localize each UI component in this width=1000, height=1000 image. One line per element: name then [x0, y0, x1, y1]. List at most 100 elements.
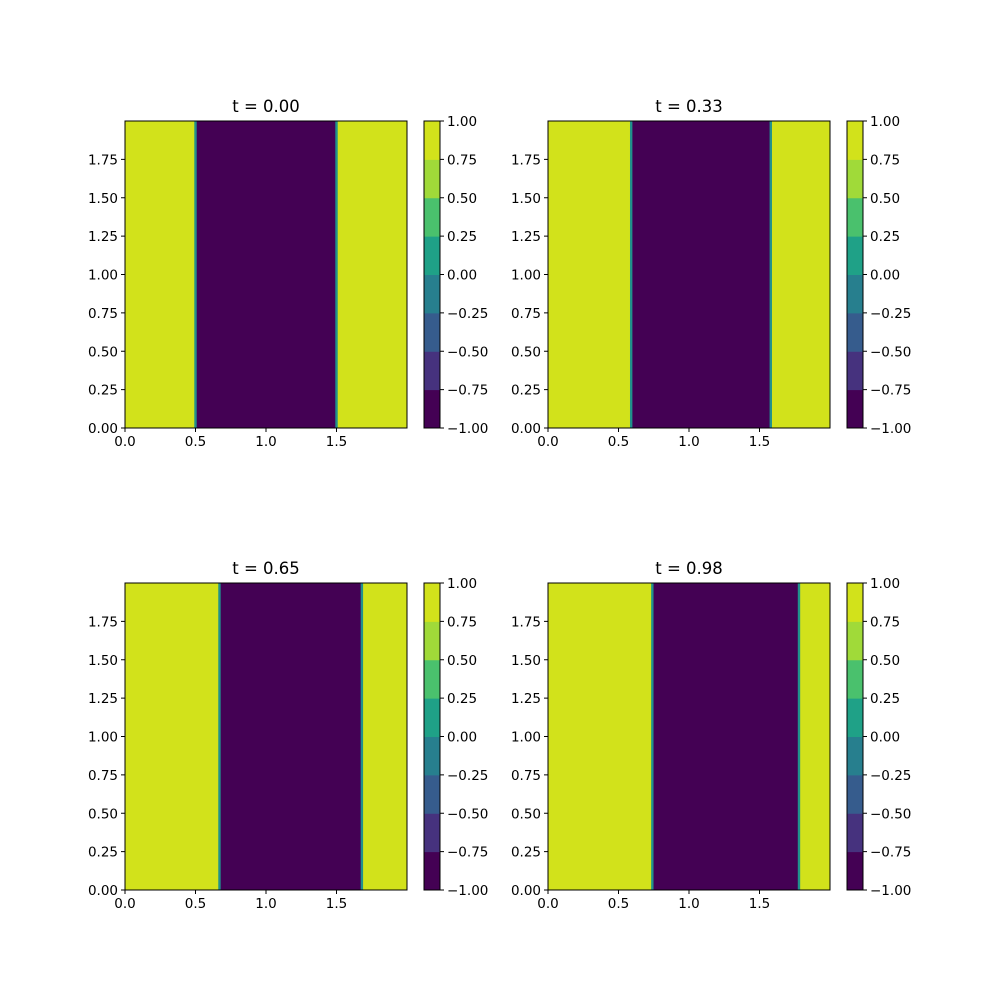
colorbar-tick-label: 0.00: [447, 268, 477, 284]
y-tick-label: 0.00: [511, 421, 541, 437]
colorbar-tick-label: 0.00: [870, 268, 900, 284]
y-tick-label: 0.25: [88, 383, 118, 399]
colorbar-band: [847, 351, 863, 391]
y-tick-label: 1.00: [88, 730, 118, 746]
y-tick-label: 0.50: [511, 344, 541, 360]
colorbar: 1.00 0.75 0.50 0.25 0.00 −0.25 −0.50 −0.75 −1.00: [846, 114, 911, 437]
x-tick-label: 1.0: [255, 896, 276, 912]
colorbar-band: [847, 197, 863, 237]
y-tick-label: 0.25: [511, 383, 541, 399]
y-tick-label: 1.50: [511, 191, 541, 207]
colorbar-tick-label: 0.25: [870, 691, 900, 707]
colorbar-tick-label: −0.50: [870, 806, 911, 822]
colorbar-band: [847, 736, 863, 776]
colorbar-tick-label: 1.00: [447, 576, 477, 592]
colorbar: 1.00 0.75 0.50 0.25 0.00 −0.25 −0.50 −0.75 −1.00: [846, 576, 911, 899]
y-tick-label: 0.00: [88, 421, 118, 437]
contour-region: [652, 583, 799, 890]
y-tick-label: 0.75: [511, 306, 541, 322]
colorbar: 1.00 0.75 0.50 0.25 0.00 −0.25 −0.50 −0.75 −1.00: [423, 576, 488, 899]
colorbar-tick-label: −0.50: [870, 344, 911, 360]
x-tick-label: 0.0: [537, 896, 558, 912]
colorbar-tick-label: −0.25: [870, 306, 911, 322]
interface-band: [769, 121, 772, 428]
colorbar-tick-label: 1.00: [870, 576, 900, 592]
contour-region: [125, 583, 220, 890]
colorbar-band: [847, 274, 863, 314]
colorbar-band: [424, 197, 440, 237]
colorbar-band: [424, 659, 440, 699]
colorbar-tick-label: −1.00: [870, 421, 911, 437]
colorbar-tick-label: 0.25: [870, 229, 900, 245]
colorbar-band: [424, 236, 440, 275]
x-tick-label: 0.5: [185, 896, 206, 912]
colorbar-tick-label: −0.50: [447, 344, 488, 360]
contour-region: [548, 583, 653, 890]
colorbar-tick-label: 0.75: [870, 614, 900, 630]
colorbar-tick-label: 0.50: [870, 191, 900, 207]
colorbar-band: [424, 159, 440, 199]
colorbar-band: [424, 351, 440, 391]
colorbar-band: [424, 621, 440, 661]
colorbar-tick-label: −1.00: [447, 421, 488, 437]
interface-band: [194, 121, 197, 428]
colorbar-band: [424, 312, 440, 352]
interface-band: [335, 121, 338, 428]
x-tick-label: 1.5: [749, 434, 770, 450]
colorbar-tick-label: 0.75: [447, 614, 477, 630]
colorbar-tick-label: 0.50: [870, 653, 900, 669]
colorbar-band: [847, 774, 863, 814]
panel-1: 0.0 0.5 1.0 1.5 0.00 0.25 0.50 0.75 1.00 1.25 1.50…: [88, 97, 488, 450]
y-tick-label: 1.75: [88, 614, 118, 630]
colorbar-tick-label: 0.00: [447, 730, 477, 746]
colorbar-band: [424, 121, 440, 160]
y-tick-label: 0.75: [88, 768, 118, 784]
panel-title: t = 0.65: [232, 559, 300, 578]
panel-title: t = 0.33: [655, 97, 723, 116]
contour-region: [195, 121, 337, 428]
colorbar-tick-label: 0.25: [447, 691, 477, 707]
y-tick-label: 0.00: [88, 883, 118, 899]
colorbar-tick-label: −0.25: [447, 768, 488, 784]
colorbar-tick-label: −0.75: [870, 383, 911, 399]
contour-region: [336, 121, 407, 428]
x-tick-label: 1.0: [678, 896, 699, 912]
colorbar-tick-label: 0.25: [447, 229, 477, 245]
colorbar-band: [847, 389, 863, 429]
colorbar-band: [424, 774, 440, 814]
interface-band: [797, 583, 801, 890]
colorbar-band: [424, 583, 440, 622]
y-tick-label: 0.50: [88, 806, 118, 822]
colorbar-tick-label: 1.00: [870, 114, 900, 130]
y-tick-label: 1.75: [511, 614, 541, 630]
colorbar-tick-label: −1.00: [447, 883, 488, 899]
x-tick-label: 0.0: [114, 434, 135, 450]
colorbar-tick-label: −0.25: [447, 306, 488, 322]
interface-band: [218, 583, 221, 890]
colorbar-tick-label: −0.75: [870, 845, 911, 861]
colorbar-band: [847, 312, 863, 352]
interface-band: [629, 121, 633, 428]
colorbar-tick-label: 0.75: [447, 152, 477, 168]
y-tick-label: 1.25: [88, 229, 118, 245]
y-tick-label: 1.75: [88, 152, 118, 168]
y-tick-label: 1.00: [511, 268, 541, 284]
colorbar-band: [424, 736, 440, 776]
x-tick-label: 1.5: [749, 896, 770, 912]
y-tick-label: 0.25: [88, 845, 118, 861]
panel-3: 0.0 0.5 1.0 1.5 0.00 0.25 0.50 0.75 1.00 1.25 1.50…: [88, 559, 488, 912]
y-tick-label: 0.00: [511, 883, 541, 899]
x-tick-label: 0.5: [185, 434, 206, 450]
panel-2: 0.0 0.5 1.0 1.5 0.00 0.25 0.50 0.75 1.00 1.25 1.50…: [511, 97, 911, 450]
contour-region: [548, 121, 632, 428]
x-tick-label: 1.0: [255, 434, 276, 450]
colorbar-band: [424, 813, 440, 853]
y-tick-label: 1.00: [88, 268, 118, 284]
x-tick-label: 1.0: [678, 434, 699, 450]
contour-region: [361, 583, 407, 890]
y-tick-label: 0.50: [511, 806, 541, 822]
colorbar-band: [847, 159, 863, 199]
x-tick-label: 0.0: [114, 896, 135, 912]
colorbar-tick-label: −0.75: [447, 845, 488, 861]
